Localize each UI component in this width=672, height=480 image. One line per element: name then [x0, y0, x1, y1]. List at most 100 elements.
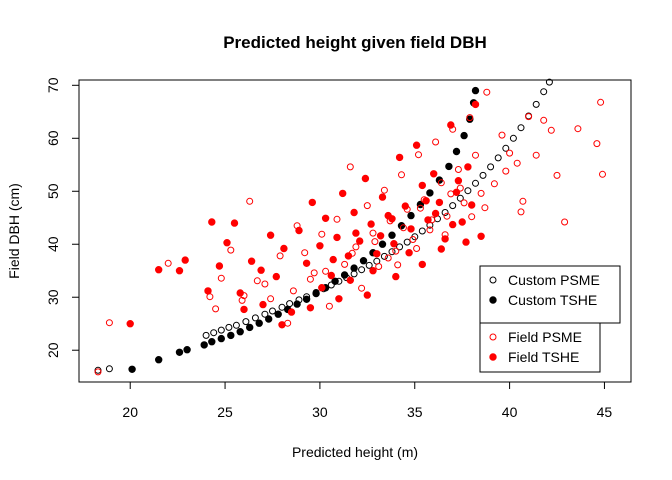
data-point	[415, 151, 422, 159]
data-point	[321, 214, 330, 223]
data-point	[369, 267, 377, 275]
data-point	[452, 147, 461, 156]
data-point	[490, 180, 498, 188]
data-point	[553, 171, 561, 179]
data-point	[331, 277, 339, 285]
data-point	[200, 341, 208, 349]
data-point	[365, 261, 373, 269]
data-point	[242, 318, 250, 326]
data-point	[217, 274, 225, 282]
data-point	[481, 204, 489, 212]
data-point	[375, 263, 383, 270]
data-point	[223, 239, 231, 247]
data-point	[422, 197, 430, 205]
data-point	[350, 208, 358, 217]
legend-box	[479, 322, 601, 373]
legend: Custom PSME Custom TSHE Field PSME Field TS…	[479, 265, 621, 373]
data-point	[506, 149, 514, 157]
data-point	[483, 88, 491, 96]
data-point	[456, 184, 464, 192]
data-point	[468, 201, 476, 209]
data-point	[380, 252, 388, 260]
data-point	[286, 300, 294, 308]
data-point	[388, 231, 396, 239]
data-point	[318, 230, 326, 238]
data-point	[318, 284, 326, 292]
data-point	[274, 310, 282, 318]
data-point	[175, 267, 184, 275]
data-point	[401, 202, 409, 210]
x-tick-label: 35	[407, 404, 423, 420]
data-point	[447, 121, 455, 129]
data-point	[302, 259, 311, 267]
data-points	[94, 78, 606, 376]
data-point	[155, 266, 163, 274]
data-point	[341, 260, 349, 268]
data-point	[487, 163, 495, 171]
data-point	[322, 267, 330, 275]
data-point	[217, 334, 226, 343]
data-point	[308, 198, 316, 207]
data-point	[464, 187, 472, 195]
data-point	[265, 315, 273, 323]
data-point	[276, 252, 284, 260]
data-point	[477, 189, 485, 197]
data-point	[437, 245, 445, 253]
series-custom-tshe	[128, 86, 480, 373]
data-point	[105, 365, 113, 373]
data-point	[418, 181, 426, 190]
data-point	[94, 368, 102, 376]
data-point	[532, 100, 540, 108]
data-point	[460, 131, 468, 140]
data-point	[435, 198, 444, 207]
data-point	[236, 289, 244, 297]
data-point	[208, 218, 216, 226]
data-point	[471, 86, 480, 95]
data-point	[395, 153, 404, 162]
data-point	[378, 193, 387, 201]
data-point	[208, 338, 216, 346]
data-point	[225, 323, 233, 331]
data-point	[471, 100, 480, 109]
legend-label: Field TSHE	[508, 349, 579, 365]
data-point	[361, 174, 370, 183]
data-point	[392, 247, 400, 255]
data-point	[310, 269, 318, 277]
data-point	[367, 220, 375, 228]
data-point	[441, 209, 449, 216]
data-point	[359, 257, 368, 265]
data-point	[267, 295, 275, 303]
data-point	[340, 271, 349, 279]
data-point	[540, 88, 548, 96]
chart-title: Predicted height given field DBH	[223, 33, 487, 52]
data-point	[416, 204, 424, 212]
data-point	[325, 302, 333, 310]
data-point	[456, 194, 464, 202]
data-point	[472, 151, 479, 159]
data-point	[405, 249, 413, 257]
data-point	[454, 177, 463, 185]
data-point	[407, 225, 415, 233]
series-field-psme	[94, 88, 606, 376]
data-point	[502, 167, 510, 175]
data-point	[378, 240, 387, 248]
data-point	[261, 310, 269, 318]
data-point	[212, 305, 220, 313]
data-point	[371, 238, 379, 246]
y-tick-label: 70	[45, 77, 61, 93]
data-point	[392, 272, 400, 281]
data-point	[443, 212, 451, 220]
data-point	[335, 295, 343, 303]
data-point	[175, 348, 184, 356]
data-point	[202, 331, 210, 339]
y-axis: 20 30 40 50 60 70	[45, 77, 80, 358]
data-point	[388, 215, 396, 223]
data-point	[269, 307, 276, 315]
data-point	[327, 281, 335, 289]
data-point	[126, 320, 134, 328]
data-point	[477, 232, 485, 241]
legend-marker	[489, 276, 497, 284]
data-point	[454, 166, 462, 173]
data-point	[597, 98, 605, 106]
data-point	[293, 300, 301, 308]
